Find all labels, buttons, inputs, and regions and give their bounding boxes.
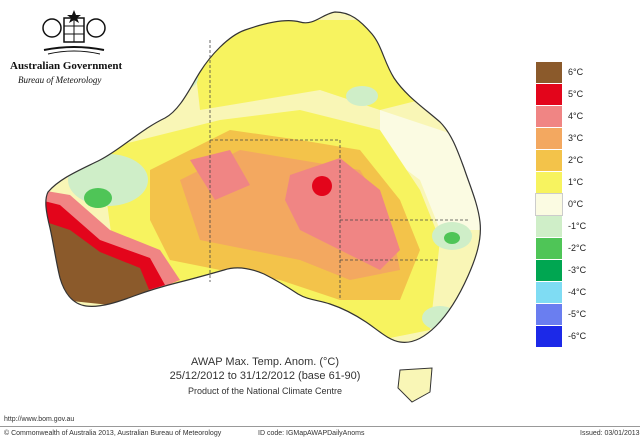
legend-swatch (536, 216, 562, 237)
cool-patch-north (346, 86, 378, 106)
legend-label: 5°C (568, 89, 584, 99)
color-legend: 6°C 5°C 4°C 3°C 2°C 1°C 0°C -1°C -2°C -3… (535, 62, 632, 358)
legend-swatch (536, 304, 562, 325)
legend-label: 0°C (568, 199, 584, 209)
coat-of-arms-icon (42, 10, 106, 55)
map-date-range: 25/12/2012 to 31/12/2012 (base 61-90) (169, 370, 361, 382)
legend-swatch (536, 106, 562, 127)
tasmania (397, 367, 433, 403)
legend-label: -3°C (568, 265, 587, 275)
legend-label: -5°C (568, 309, 587, 319)
footer-copyright: © Commonwealth of Australia 2013, Austra… (4, 430, 222, 437)
map-product-note: Product of the National Climate Centre (187, 386, 343, 396)
map-title: AWAP Max. Temp. Anom. (°C) (190, 356, 340, 368)
legend-label: 2°C (568, 155, 584, 165)
australia-anomaly-map (45, 11, 481, 403)
band-plus5-spot (312, 176, 332, 196)
legend-swatch (536, 326, 562, 347)
legend-label: -6°C (568, 331, 587, 341)
anomaly-shading (45, 20, 481, 340)
cool-patch-southeast (422, 306, 458, 330)
cool-patch-west-core (84, 188, 112, 208)
footer-url-link[interactable]: http://www.bom.gov.au (4, 416, 75, 423)
legend-label: 4°C (568, 111, 584, 121)
legend-swatch (536, 260, 562, 281)
legend-swatch (536, 172, 562, 193)
legend-swatch (536, 282, 562, 303)
legend-label: -2°C (568, 243, 587, 253)
cool-patch-east-core (444, 232, 460, 244)
bureau-name: Bureau of Meteorology (18, 75, 102, 85)
legend-label: -1°C (568, 221, 587, 231)
footer-divider (0, 426, 640, 427)
state-borders (209, 40, 470, 300)
legend-label: 3°C (568, 133, 584, 143)
legend-label: 6°C (568, 67, 584, 77)
cool-patch-northwest (166, 66, 198, 90)
legend-swatch (536, 128, 562, 149)
band-plus6-southwest (45, 220, 150, 305)
legend-swatch (536, 238, 562, 259)
band-plus4-west (190, 150, 250, 200)
legend-label: -4°C (568, 287, 587, 297)
legend-label: 1°C (568, 177, 584, 187)
footer-id-code: ID code: IGMapAWAPDailyAnoms (258, 430, 365, 437)
footer-issued-date: Issued: 03/01/2013 (580, 430, 640, 437)
legend-swatch (536, 62, 562, 83)
legend-swatch (535, 193, 563, 216)
legend-swatch (536, 150, 562, 171)
government-title: Australian Government (10, 60, 123, 72)
legend-swatch (536, 84, 562, 105)
